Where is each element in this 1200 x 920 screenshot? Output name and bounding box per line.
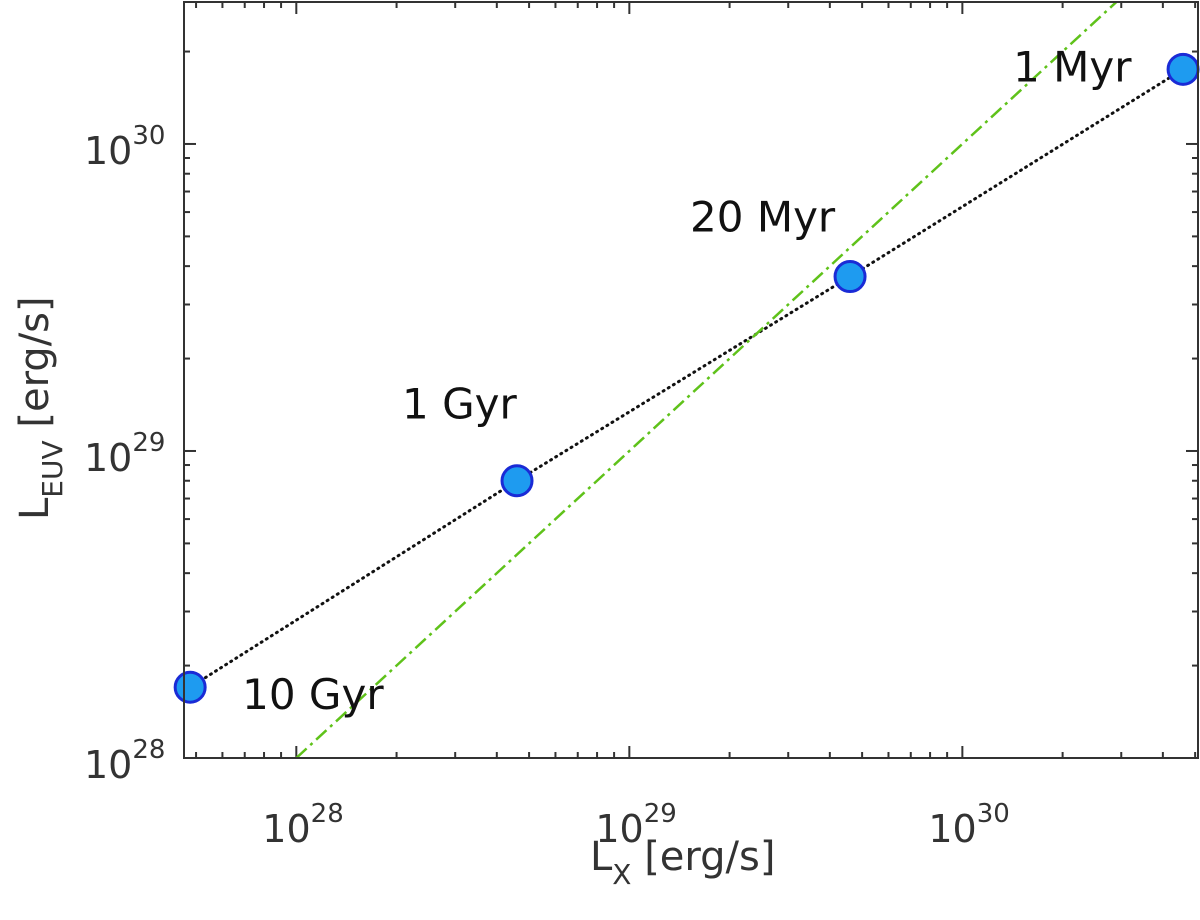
x-tick-exponent: 29 bbox=[644, 799, 677, 829]
minor-ticks bbox=[184, 2, 1198, 758]
series-lines bbox=[188, 2, 1185, 758]
point-label: 1 Myr bbox=[1013, 42, 1132, 91]
y-tick-exponent: 28 bbox=[132, 735, 165, 765]
y-tick-base: 10 bbox=[84, 129, 132, 173]
data-point bbox=[833, 260, 867, 294]
y-tick-base: 10 bbox=[84, 743, 132, 787]
x-axis-title-unit: [erg/s] bbox=[631, 834, 775, 880]
y-axis-title-main: L bbox=[12, 497, 58, 520]
y-tick-label: 1030 bbox=[84, 121, 165, 173]
x-tick-label: 1030 bbox=[928, 799, 1009, 851]
plot-frame bbox=[183, 1, 1199, 759]
fit-line-dotted bbox=[188, 67, 1185, 689]
x-tick-label: 1028 bbox=[262, 799, 343, 851]
point-label: 20 Myr bbox=[690, 193, 836, 242]
data-point bbox=[173, 670, 207, 704]
x-tick-exponent: 30 bbox=[977, 799, 1010, 829]
x-tick-base: 10 bbox=[262, 807, 310, 851]
x-axis-title-main: L bbox=[590, 834, 613, 880]
y-tick-exponent: 29 bbox=[132, 428, 165, 458]
data-markers bbox=[173, 52, 1200, 704]
point-label: 10 Gyr bbox=[242, 670, 384, 719]
major-ticks bbox=[184, 2, 1198, 759]
x-tick-base: 10 bbox=[928, 807, 976, 851]
y-axis-title-unit: [erg/s] bbox=[12, 296, 58, 440]
y-tick-label: 1029 bbox=[84, 428, 165, 480]
x-tick-exponent: 28 bbox=[311, 799, 344, 829]
y-tick-base: 10 bbox=[84, 436, 132, 480]
point-label: 1 Gyr bbox=[402, 380, 517, 429]
x-tick-label: 1029 bbox=[595, 799, 676, 851]
data-point bbox=[500, 464, 534, 498]
x-axis-title-sub: X bbox=[612, 858, 631, 891]
y-tick-label: 1028 bbox=[84, 735, 165, 787]
data-point bbox=[1166, 52, 1200, 86]
x-axis-title: LX [erg/s] bbox=[590, 834, 775, 891]
x-tick-base: 10 bbox=[595, 807, 643, 851]
y-axis-title: LEUV [erg/s] bbox=[12, 296, 69, 520]
y-axis-title-sub: EUV bbox=[36, 440, 69, 497]
y-tick-exponent: 30 bbox=[132, 121, 165, 151]
